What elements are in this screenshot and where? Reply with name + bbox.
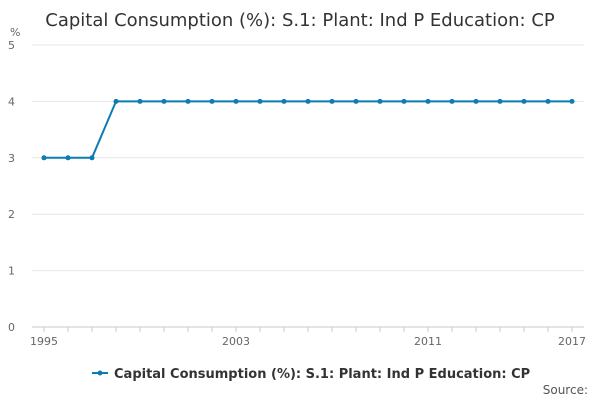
data-point xyxy=(569,98,575,104)
data-point xyxy=(425,98,431,104)
legend-swatch-marker xyxy=(97,370,103,376)
data-point xyxy=(209,98,215,104)
data-point xyxy=(89,155,95,161)
y-tick-label: 5 xyxy=(8,39,15,52)
data-point xyxy=(377,98,383,104)
data-point xyxy=(41,155,47,161)
data-point xyxy=(185,98,191,104)
data-point xyxy=(497,98,503,104)
y-tick-label: 3 xyxy=(8,152,15,165)
y-tick-label: 1 xyxy=(8,265,15,278)
y-tick-label: 4 xyxy=(8,95,15,108)
x-axis-ticks: 1995 2003 2011 2017 xyxy=(30,327,586,348)
x-tick-label: 1995 xyxy=(30,335,58,348)
data-point xyxy=(329,98,335,104)
data-point xyxy=(545,98,551,104)
data-point xyxy=(257,98,263,104)
data-point xyxy=(233,98,239,104)
gridlines xyxy=(32,44,584,272)
x-tick-label: 2017 xyxy=(558,335,586,348)
data-point xyxy=(113,98,119,104)
data-point xyxy=(473,98,479,104)
y-axis-unit-label: % xyxy=(10,26,20,39)
y-tick-label: 0 xyxy=(8,321,15,334)
y-axis-ticks: 0 1 2 3 4 5 xyxy=(8,39,15,334)
data-point xyxy=(401,98,407,104)
data-point xyxy=(65,155,71,161)
legend[interactable]: Capital Consumption (%): S.1: Plant: Ind… xyxy=(92,367,530,382)
series-layer xyxy=(41,98,575,161)
data-point xyxy=(521,98,527,104)
series-line xyxy=(44,100,572,159)
data-point xyxy=(161,98,167,104)
source-label[interactable]: Source: xyxy=(543,383,588,397)
y-tick-label: 2 xyxy=(8,208,15,221)
data-point xyxy=(353,98,359,104)
chart-title: Capital Consumption (%): S.1: Plant: Ind… xyxy=(45,10,555,31)
legend-entry-label: Capital Consumption (%): S.1: Plant: Ind… xyxy=(114,367,530,382)
data-point xyxy=(137,98,143,104)
data-point xyxy=(449,98,455,104)
data-point xyxy=(305,98,311,104)
data-point xyxy=(281,98,287,104)
x-tick-label: 2011 xyxy=(414,335,442,348)
x-tick-label: 2003 xyxy=(222,335,250,348)
